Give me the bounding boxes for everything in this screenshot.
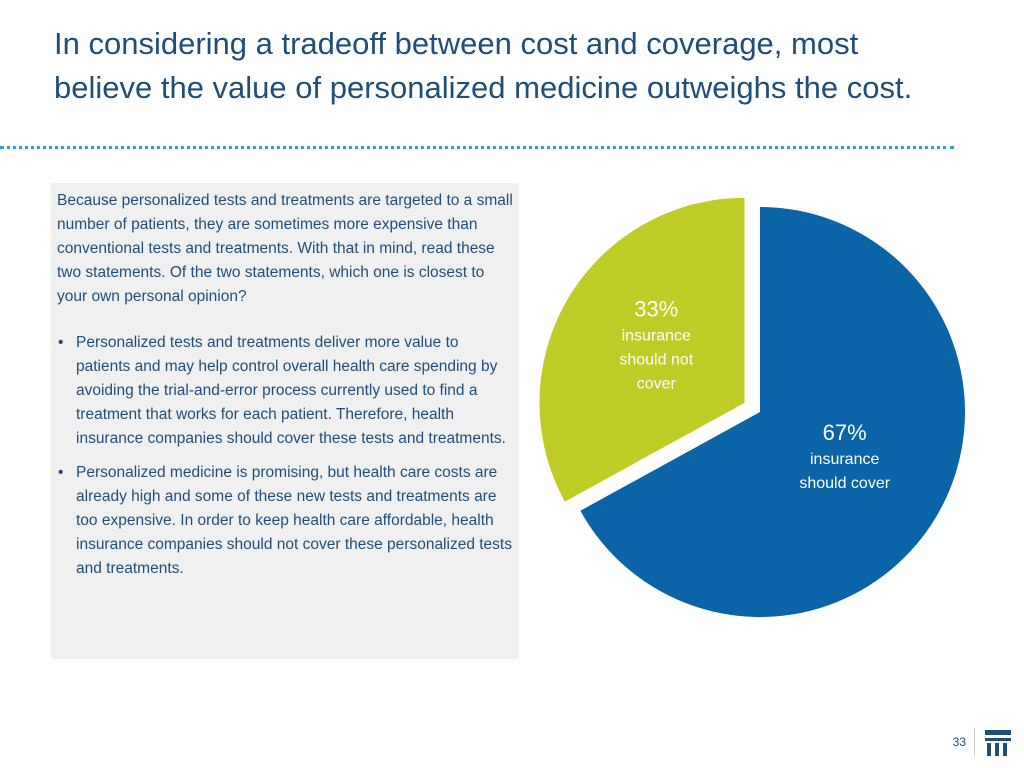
slice-category-label: insurance [810,451,879,468]
pie-slices [539,197,965,617]
slice-category-label: cover [637,376,677,393]
footer-divider [974,728,975,756]
pie-slice-1 [580,207,965,617]
title-divider [0,146,954,149]
question-box: Because personalized tests and treatment… [51,183,519,659]
statement-text: Personalized medicine is promising, but … [76,464,512,577]
bullet-icon: • [58,464,64,481]
slice-category-label: insurance [622,328,691,345]
question-intro: Because personalized tests and treatment… [57,192,513,305]
pie-labels: 67% insurance should cover 33% insurance shou… [619,297,890,492]
bullet-icon: • [58,334,64,351]
logo-icon [985,730,1011,756]
statement-text: Personalized tests and treatments delive… [76,334,506,447]
statement-item: • Personalized medicine is promising, bu… [57,461,513,581]
slice-category-label: should cover [799,475,890,492]
page-title: In considering a tradeoff between cost a… [54,26,913,105]
pie-slice-2 [539,197,745,502]
statement-item: • Personalized tests and treatments deli… [57,331,513,451]
pie-chart: 67% insurance should cover 33% insurance shou… [539,197,965,617]
slice-value-label: 67% [823,420,867,445]
page-number: 33 [952,735,966,749]
slice-value-label: 33% [634,297,678,322]
slice-category-label: should not [619,352,693,369]
statement-list: • Personalized tests and treatments deli… [57,331,513,581]
